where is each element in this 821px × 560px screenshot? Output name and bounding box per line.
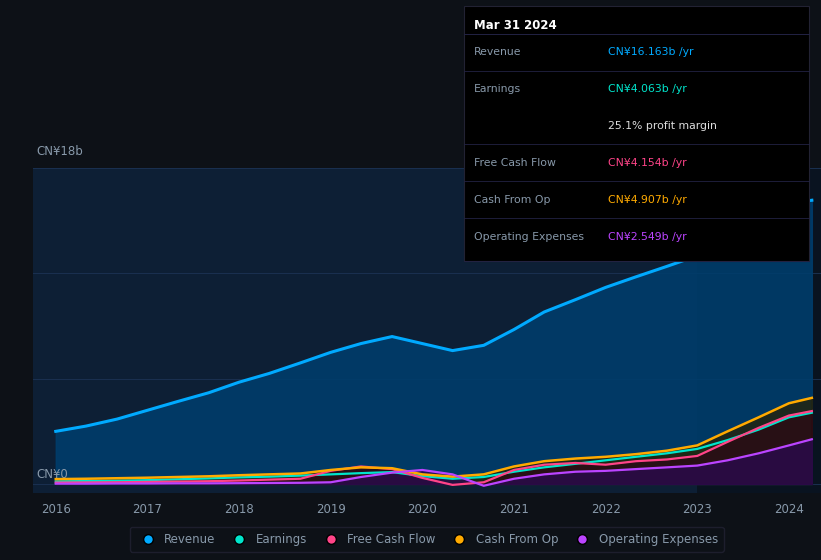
Text: CN¥4.063b /yr: CN¥4.063b /yr xyxy=(608,84,686,94)
Text: CN¥18b: CN¥18b xyxy=(37,145,84,158)
Text: CN¥16.163b /yr: CN¥16.163b /yr xyxy=(608,47,693,57)
Text: Mar 31 2024: Mar 31 2024 xyxy=(474,18,557,32)
Text: Earnings: Earnings xyxy=(474,84,521,94)
Text: Cash From Op: Cash From Op xyxy=(474,195,550,205)
Text: CN¥4.154b /yr: CN¥4.154b /yr xyxy=(608,158,686,168)
Bar xyxy=(697,168,821,493)
Text: 25.1% profit margin: 25.1% profit margin xyxy=(608,121,717,131)
Text: Revenue: Revenue xyxy=(474,47,521,57)
Text: CN¥2.549b /yr: CN¥2.549b /yr xyxy=(608,232,686,242)
Text: Free Cash Flow: Free Cash Flow xyxy=(474,158,556,168)
Text: CN¥4.907b /yr: CN¥4.907b /yr xyxy=(608,195,686,205)
Text: CN¥0: CN¥0 xyxy=(37,468,68,481)
Text: Operating Expenses: Operating Expenses xyxy=(474,232,584,242)
Legend: Revenue, Earnings, Free Cash Flow, Cash From Op, Operating Expenses: Revenue, Earnings, Free Cash Flow, Cash … xyxy=(131,527,723,552)
